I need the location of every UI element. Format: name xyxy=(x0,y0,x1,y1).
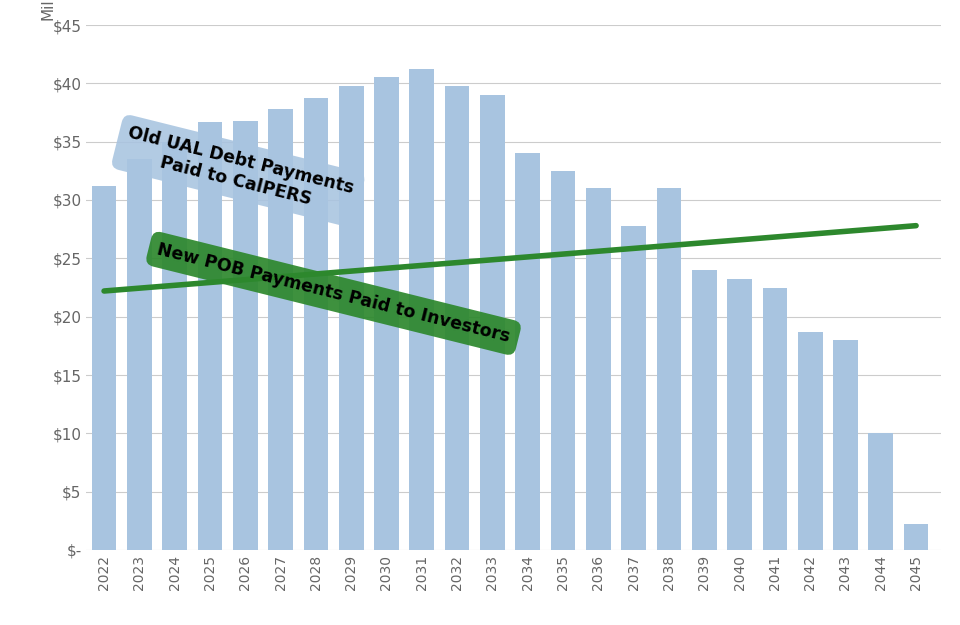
Bar xyxy=(410,69,434,550)
Bar xyxy=(869,433,893,550)
Bar xyxy=(198,122,223,550)
Bar xyxy=(480,95,505,550)
Bar xyxy=(127,159,152,550)
Text: Millions: Millions xyxy=(40,0,56,20)
Bar xyxy=(762,288,787,550)
Text: Old UAL Debt Payments
Paid to CalPERS: Old UAL Debt Payments Paid to CalPERS xyxy=(121,124,355,218)
Bar xyxy=(692,270,716,550)
Bar xyxy=(233,121,257,550)
Bar xyxy=(444,86,469,550)
Bar xyxy=(657,188,682,550)
Bar xyxy=(374,78,398,550)
Bar xyxy=(268,109,293,550)
Bar xyxy=(162,142,187,550)
Bar xyxy=(92,186,116,550)
Bar xyxy=(551,171,575,550)
Bar xyxy=(727,279,752,550)
Bar xyxy=(833,340,858,550)
Bar xyxy=(903,524,928,550)
Bar xyxy=(798,332,823,550)
Text: New POB Payments Paid to Investors: New POB Payments Paid to Investors xyxy=(156,241,512,346)
Bar xyxy=(516,153,540,550)
Bar xyxy=(339,86,364,550)
Bar xyxy=(303,99,328,550)
Bar xyxy=(621,226,646,550)
Bar xyxy=(586,188,611,550)
